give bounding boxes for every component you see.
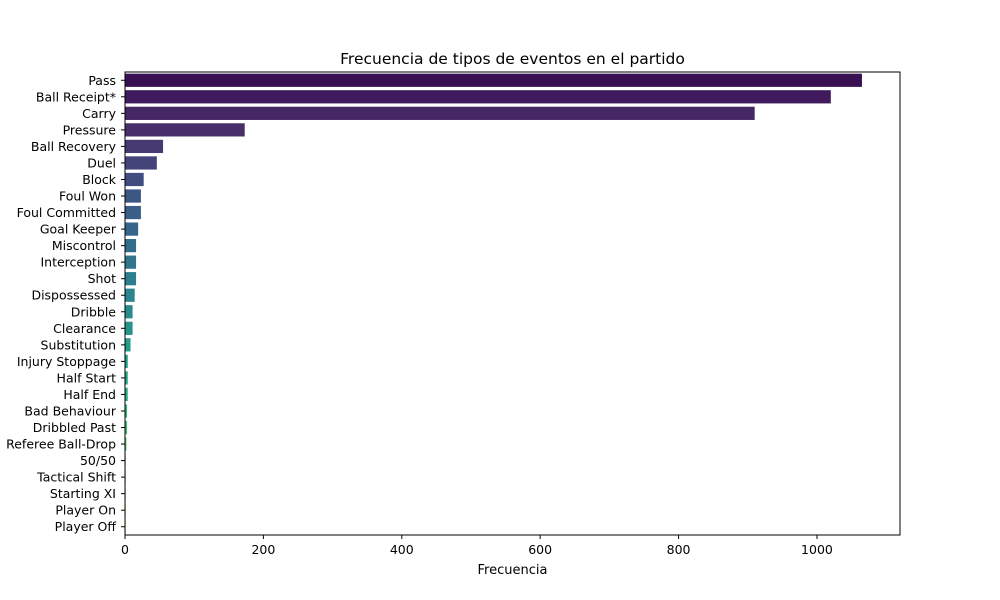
y-tick-label: Pass <box>88 73 116 88</box>
y-tick-label: Carry <box>82 106 116 121</box>
y-tick-label: Pressure <box>63 122 117 137</box>
x-tick-label: 200 <box>251 542 275 557</box>
x-tick-label: 600 <box>528 542 552 557</box>
bar-substitution <box>125 338 131 352</box>
bar-dribbled-past <box>125 420 128 435</box>
y-tick-label: Ball Recovery <box>31 139 117 154</box>
y-tick-label: Dribble <box>71 304 117 319</box>
y-tick-label: Starting XI <box>50 486 116 501</box>
bar-block <box>125 172 144 187</box>
bar-interception <box>125 255 137 269</box>
y-tick-label: Dribbled Past <box>33 420 116 435</box>
bar-goal-keeper <box>125 222 139 236</box>
bar-referee-ball-drop <box>125 437 127 451</box>
bar-half-start <box>125 371 128 385</box>
bar-pressure <box>125 123 245 137</box>
bars-group <box>125 73 862 534</box>
y-tick-label: Foul Committed <box>17 205 116 220</box>
y-tick-label: Player Off <box>55 519 117 534</box>
bar-clearance <box>125 321 133 335</box>
x-tick-label: 400 <box>390 542 414 557</box>
y-tick-label: Injury Stoppage <box>17 354 116 369</box>
y-tick-label: Half End <box>63 387 116 402</box>
y-tick-label: Referee Ball-Drop <box>6 437 116 452</box>
x-tick-label: 0 <box>121 542 129 557</box>
y-tick-label: Shot <box>88 271 117 286</box>
bar-dispossessed <box>125 288 135 302</box>
bar-bad-behaviour <box>125 404 128 418</box>
x-tick-label: 1000 <box>801 542 833 557</box>
plot-frame <box>124 71 901 536</box>
bar-miscontrol <box>125 239 137 253</box>
bar-ball-recovery <box>125 139 164 154</box>
y-tick-label: Dispossessed <box>31 288 116 303</box>
y-tick-label: Miscontrol <box>52 238 116 253</box>
y-tick-label: Foul Won <box>59 189 116 204</box>
bar-foul-won <box>125 189 141 203</box>
bar-half-end <box>125 387 128 402</box>
y-tick-label: Bad Behaviour <box>24 403 116 418</box>
y-tick-label: Half Start <box>57 370 117 385</box>
y-tick-label: Ball Receipt* <box>36 89 116 104</box>
bar-foul-committed <box>125 205 141 220</box>
bar-pass <box>125 73 862 87</box>
x-axis: 0 200 400 600 800 1000 <box>121 535 833 557</box>
y-tick-label: Player On <box>55 503 116 518</box>
bar-dribble <box>125 305 133 319</box>
bar-ball-receipt <box>125 90 831 104</box>
y-tick-label: Substitution <box>41 337 116 352</box>
y-tick-label: Tactical Shift <box>36 470 116 485</box>
y-tick-label: Interception <box>40 255 116 270</box>
bar-shot <box>125 272 137 286</box>
chart-title: Frecuencia de tipos de eventos en el par… <box>340 50 685 68</box>
x-axis-label: Frecuencia <box>478 563 548 578</box>
bar-carry <box>125 106 755 120</box>
y-tick-label: Clearance <box>53 321 116 336</box>
bar-duel <box>125 156 157 170</box>
y-tick-label: Goal Keeper <box>40 222 117 237</box>
bar-injury-stoppage <box>125 354 128 368</box>
y-tick-label: Duel <box>87 155 116 170</box>
x-tick-label: 800 <box>667 542 691 557</box>
y-tick-label: Block <box>82 172 117 187</box>
y-tick-label: 50/50 <box>80 453 116 468</box>
